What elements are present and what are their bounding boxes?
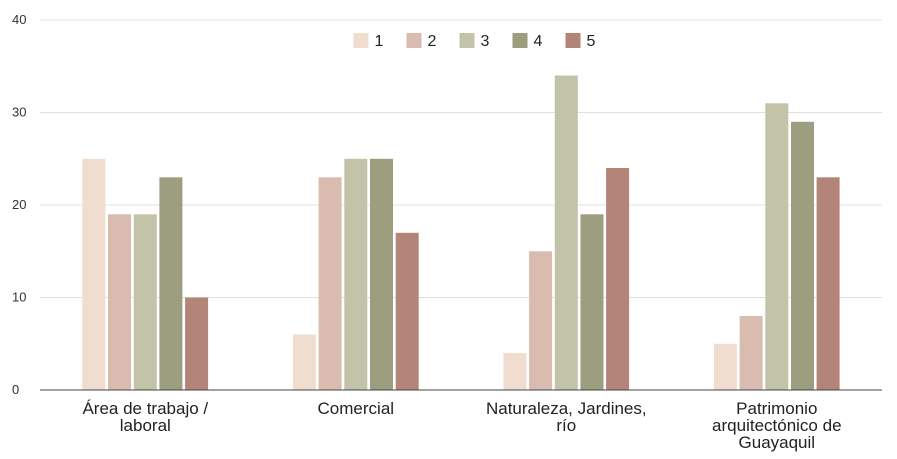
bar-series-2-cat-1 bbox=[108, 214, 131, 391]
legend-swatch-4 bbox=[512, 33, 528, 48]
legend: 1 2 3 4 5 bbox=[353, 33, 596, 50]
bar-series-2-cat-2 bbox=[318, 177, 342, 390]
legend-label-4: 4 bbox=[534, 33, 543, 50]
x-category-label: Patrimonio bbox=[736, 399, 817, 418]
legend-swatch-3 bbox=[459, 33, 475, 48]
legend-swatch-1 bbox=[353, 33, 369, 48]
x-category-label: arquitectónico de bbox=[712, 416, 841, 435]
bar-series-3-cat-4 bbox=[765, 103, 789, 391]
bar-series-5-cat-3 bbox=[606, 168, 630, 390]
bar-series-1-cat-2 bbox=[292, 334, 316, 390]
bar-series-4-cat-2 bbox=[370, 158, 393, 391]
bar-series-5-cat-2 bbox=[395, 232, 419, 391]
bar-series-3-cat-1 bbox=[133, 214, 157, 391]
x-category-label: Guayaquil bbox=[739, 433, 816, 452]
bar-series-5-cat-4 bbox=[816, 177, 840, 390]
bar-series-4-cat-1 bbox=[159, 177, 183, 390]
x-category-label: río bbox=[556, 416, 576, 435]
legend-label-5: 5 bbox=[587, 33, 596, 50]
y-tick-label: 10 bbox=[12, 290, 26, 305]
y-tick-label: 0 bbox=[12, 382, 19, 397]
bar-series-1-cat-3 bbox=[503, 353, 527, 390]
legend-swatch-5 bbox=[565, 33, 581, 48]
bar-series-4-cat-3 bbox=[580, 214, 604, 391]
bar-series-1-cat-1 bbox=[82, 158, 106, 391]
bar-series-1-cat-4 bbox=[713, 343, 737, 391]
y-tick-label: 20 bbox=[12, 197, 26, 212]
x-category-label: Área de trabajo / bbox=[82, 399, 208, 418]
bar-series-3-cat-2 bbox=[344, 158, 368, 391]
bar-series-4-cat-4 bbox=[791, 121, 814, 391]
x-category-label: Naturaleza, Jardines, bbox=[486, 399, 647, 418]
x-category-label: laboral bbox=[120, 416, 171, 435]
x-category-label: Comercial bbox=[318, 399, 395, 418]
bars bbox=[82, 75, 840, 391]
bar-series-3-cat-3 bbox=[554, 75, 578, 390]
legend-swatch-2 bbox=[406, 33, 422, 48]
bar-series-2-cat-4 bbox=[739, 316, 763, 390]
legend-label-3: 3 bbox=[481, 33, 490, 50]
axes: 0 10 20 30 40 Área de trabajo /laboral Comerci… bbox=[12, 12, 882, 452]
bar-series-5-cat-1 bbox=[185, 297, 209, 390]
legend-label-2: 2 bbox=[428, 33, 437, 50]
legend-label-1: 1 bbox=[375, 33, 384, 50]
y-tick-label: 30 bbox=[12, 105, 26, 120]
y-tick-label: 40 bbox=[12, 12, 26, 27]
bar-series-2-cat-3 bbox=[529, 251, 553, 391]
